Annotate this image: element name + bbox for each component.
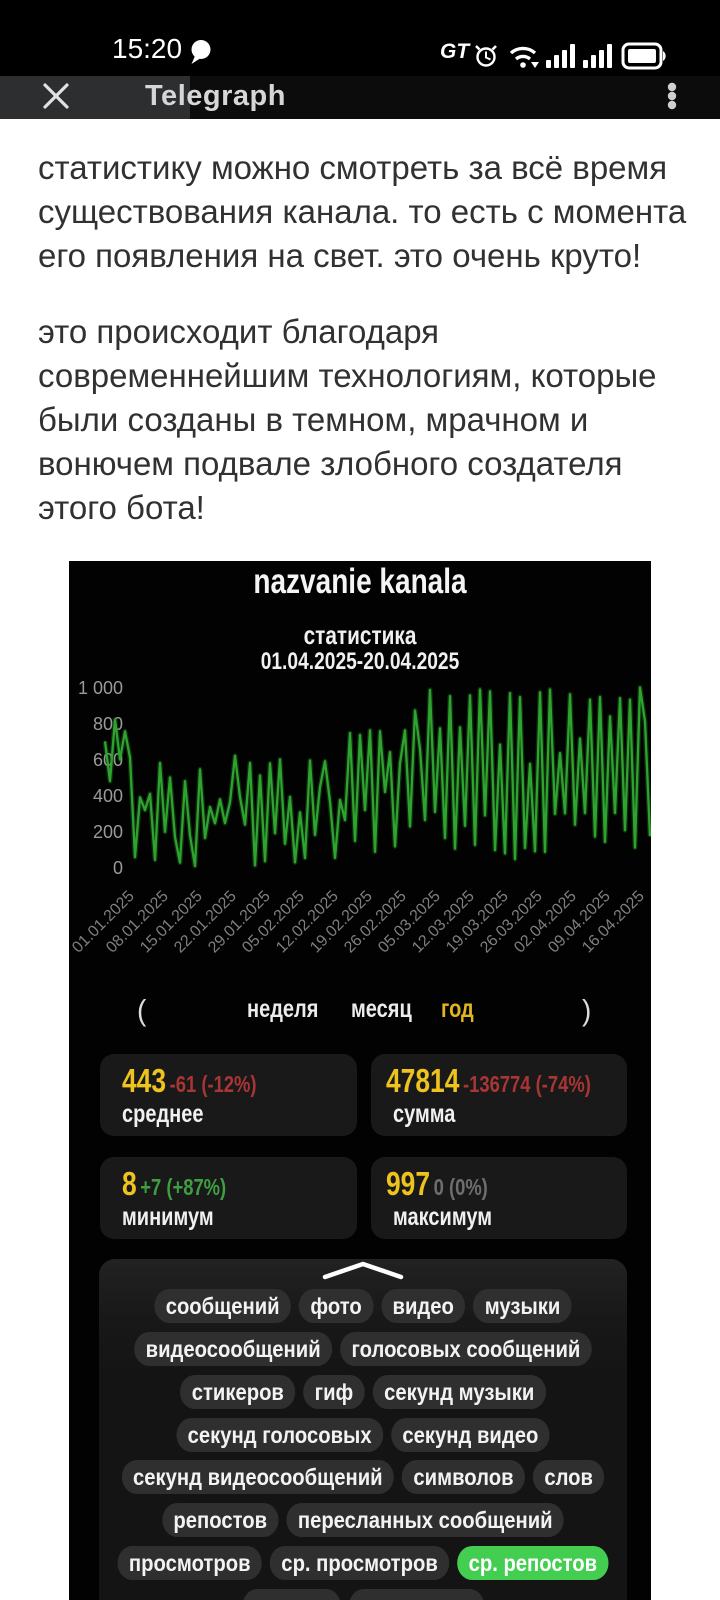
svg-text:200: 200 (93, 822, 123, 842)
svg-text:GT: GT (440, 40, 471, 63)
svg-text:400: 400 (93, 786, 123, 806)
svg-text:0: 0 (113, 858, 123, 878)
svg-text:1 000: 1 000 (78, 678, 123, 698)
